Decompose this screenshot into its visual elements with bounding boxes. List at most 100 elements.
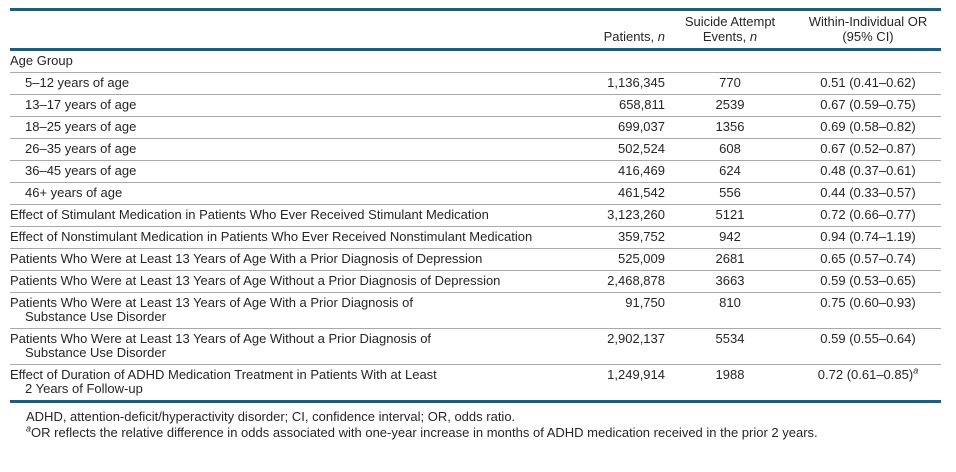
header-events-line2: Events, n: [702, 29, 758, 44]
table-row: Effect of Stimulant Medication in Patien…: [10, 205, 941, 227]
row-label-line1: 5–12 years of age: [25, 75, 130, 90]
patients-count: 1,136,345: [607, 75, 665, 90]
events-count: 1988: [715, 367, 745, 382]
row-label-line2: Substance Use Disorder: [25, 309, 166, 324]
row-label-line1: Effect of Duration of ADHD Medication Tr…: [10, 367, 437, 382]
row-label-line1: 46+ years of age: [25, 185, 123, 200]
header-events-line1: Suicide Attempt: [684, 14, 776, 29]
or-value-text: 0.67 (0.59–0.75): [820, 97, 916, 112]
row-label-line2: Substance Use Disorder: [25, 345, 166, 360]
results-table: Patients, n Suicide Attempt Events, n Wi…: [10, 8, 941, 403]
or-value: 0.94 (0.74–1.19): [795, 227, 941, 249]
row-label-line1: Effect of Nonstimulant Medication in Pat…: [10, 229, 533, 244]
table-header-row: Patients, n Suicide Attempt Events, n Wi…: [10, 9, 941, 50]
events-count: 5534: [715, 331, 745, 346]
or-value-text: 0.67 (0.52–0.87): [820, 141, 916, 156]
footnote-a-marker: a: [26, 423, 32, 434]
header-events-n: n: [749, 29, 758, 44]
or-value: 0.65 (0.57–0.74): [795, 249, 941, 271]
or-value: 0.72 (0.61–0.85)a: [795, 365, 941, 402]
row-label: Patients Who Were at Least 13 Years of A…: [10, 329, 540, 365]
events-count: 1356: [715, 119, 745, 134]
or-value: 0.67 (0.52–0.87): [795, 139, 941, 161]
row-label-line1: Patients Who Were at Least 13 Years of A…: [10, 295, 413, 310]
table-row: 5–12 years of age 1,136,345 770 0.51 (0.41–…: [10, 73, 941, 95]
or-value-text: 0.59 (0.55–0.64): [820, 331, 916, 346]
table-row: Patients Who Were at Least 13 Years of A…: [10, 293, 941, 329]
row-label: 5–12 years of age: [10, 73, 540, 95]
results-table-wrap: Patients, n Suicide Attempt Events, n Wi…: [10, 8, 941, 403]
row-label: 46+ years of age: [10, 183, 540, 205]
row-label-line1: 18–25 years of age: [25, 119, 137, 134]
row-label-line1: Effect of Stimulant Medication in Patien…: [10, 207, 489, 222]
section-label: Age Group: [10, 53, 73, 68]
events-count: 624: [719, 163, 741, 178]
row-label: Patients Who Were at Least 13 Years of A…: [10, 249, 540, 271]
table-footnotes: ADHD, attention-deficit/hyperactivity di…: [26, 409, 941, 441]
or-value: 0.75 (0.60–0.93): [795, 293, 941, 329]
header-or-line2: (95% CI): [842, 29, 894, 44]
events-count: 770: [719, 75, 741, 90]
paper-table-page: Patients, n Suicide Attempt Events, n Wi…: [0, 8, 956, 472]
footnote-marker: a: [913, 365, 919, 376]
row-label: 13–17 years of age: [10, 95, 540, 117]
header-patients-label: Patients,: [603, 29, 658, 44]
events-count: 810: [719, 295, 741, 310]
events-count: 2681: [715, 251, 745, 266]
row-label: 36–45 years of age: [10, 161, 540, 183]
patients-count: 658,811: [618, 97, 665, 112]
row-label: Effect of Nonstimulant Medication in Pat…: [10, 227, 540, 249]
abbreviations-note: ADHD, attention-deficit/hyperactivity di…: [26, 409, 516, 424]
row-label-line1: 26–35 years of age: [25, 141, 137, 156]
table-row: 26–35 years of age 502,524 608 0.67 (0.52–0…: [10, 139, 941, 161]
events-count: 3663: [715, 273, 745, 288]
events-count: 942: [719, 229, 741, 244]
row-label: Effect of Duration of ADHD Medication Tr…: [10, 365, 540, 402]
or-value-text: 0.72 (0.61–0.85): [817, 367, 914, 382]
events-count: 608: [719, 141, 741, 156]
or-value: 0.48 (0.37–0.61): [795, 161, 941, 183]
header-patients-n: n: [657, 29, 665, 44]
header-or-line1: Within-Individual OR: [808, 14, 928, 29]
table-row: 18–25 years of age 699,037 1356 0.69 (0.58–…: [10, 117, 941, 139]
patients-count: 502,524: [618, 141, 665, 156]
patients-count: 359,752: [618, 229, 665, 244]
or-value-text: 0.72 (0.66–0.77): [820, 207, 916, 222]
row-label: Effect of Stimulant Medication in Patien…: [10, 205, 540, 227]
table-row: Patients Who Were at Least 13 Years of A…: [10, 329, 941, 365]
patients-count: 2,902,137: [607, 331, 665, 346]
header-empty-cell: [10, 10, 540, 50]
or-value-text: 0.69 (0.58–0.82): [820, 119, 916, 134]
footnote-a-text: OR reflects the relative difference in o…: [31, 425, 818, 440]
row-label: 18–25 years of age: [10, 117, 540, 139]
row-label: 26–35 years of age: [10, 139, 540, 161]
patients-count: 1,249,914: [607, 367, 665, 382]
row-label-line2: 2 Years of Follow-up: [25, 381, 143, 396]
or-value: 0.51 (0.41–0.62): [795, 73, 941, 95]
header-patients: Patients, n: [540, 10, 665, 50]
table-body: Age Group 5–12 years of age 1,136,345 770 0.…: [10, 50, 941, 402]
table-row: 46+ years of age 461,542 556 0.44 (0.33–0.5…: [10, 183, 941, 205]
or-value-text: 0.59 (0.53–0.65): [820, 273, 916, 288]
or-value: 0.59 (0.53–0.65): [795, 271, 941, 293]
or-value-text: 0.51 (0.41–0.62): [820, 75, 916, 90]
or-value-text: 0.44 (0.33–0.57): [820, 185, 916, 200]
row-label-line1: Patients Who Were at Least 13 Years of A…: [10, 331, 432, 346]
or-value: 0.59 (0.55–0.64): [795, 329, 941, 365]
row-label-line1: 36–45 years of age: [25, 163, 137, 178]
row-label: Patients Who Were at Least 13 Years of A…: [10, 293, 540, 329]
patients-count: 3,123,260: [607, 207, 665, 222]
patients-count: 91,750: [625, 295, 665, 310]
or-value-text: 0.65 (0.57–0.74): [820, 251, 916, 266]
or-value: 0.72 (0.66–0.77): [795, 205, 941, 227]
or-value: 0.67 (0.59–0.75): [795, 95, 941, 117]
table-section-row: Age Group: [10, 50, 941, 73]
table-row: Effect of Nonstimulant Medication in Pat…: [10, 227, 941, 249]
row-label-line1: Patients Who Were at Least 13 Years of A…: [10, 273, 501, 288]
events-count: 556: [719, 185, 741, 200]
table-row: Patients Who Were at Least 13 Years of A…: [10, 249, 941, 271]
patients-count: 699,037: [618, 119, 665, 134]
patients-count: 416,469: [618, 163, 665, 178]
footnote-a: aOR reflects the relative difference in …: [26, 423, 941, 441]
or-value: 0.69 (0.58–0.82): [795, 117, 941, 139]
